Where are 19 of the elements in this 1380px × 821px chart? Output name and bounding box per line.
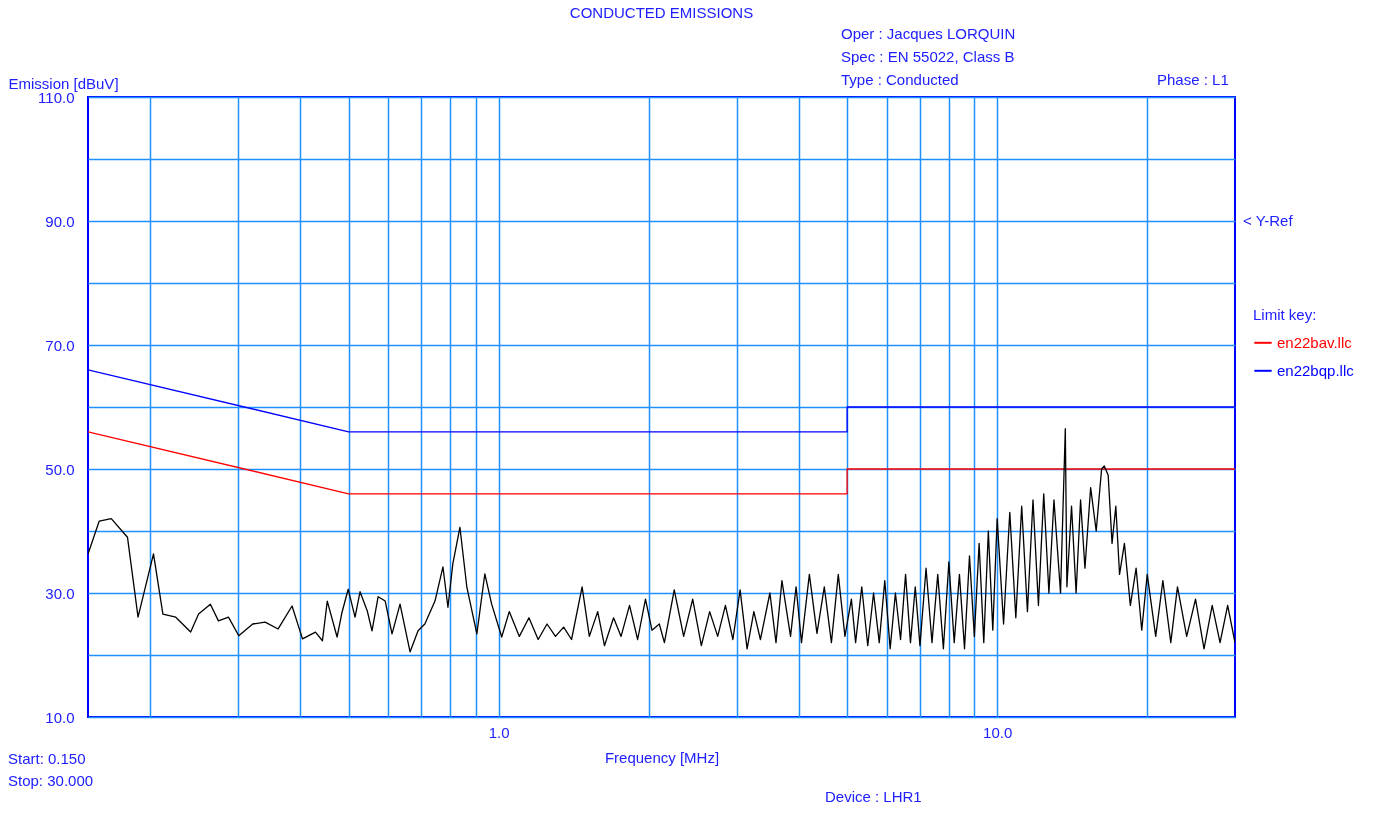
legend-label: en22bqp.llc [1277, 361, 1355, 379]
chart-title: CONDUCTED EMISSIONS [569, 4, 754, 21]
text: < Y-Ref [1243, 212, 1294, 229]
text: Stop: 30.000 [8, 772, 94, 789]
text: Start: 0.150 [8, 750, 86, 767]
text: Oper : Jacques LORQUIN [841, 25, 1016, 42]
legend-label: en22bav.llc [1277, 333, 1353, 351]
x-axis-title: Frequency [MHz] [604, 748, 720, 766]
legend-title: Limit key: [1253, 305, 1317, 323]
y-tick-label: 30.0 [45, 584, 75, 602]
x-tick-label: 1.0 [488, 723, 510, 741]
y-tick-label: 10.0 [45, 708, 75, 726]
y-tick-label: 90.0 [45, 212, 75, 230]
y-tick-label: 70.0 [45, 336, 75, 354]
text: Spec : EN 55022, Class B [841, 48, 1015, 65]
text: Device : LHR1 [825, 788, 922, 805]
text: Type : Conducted [841, 71, 959, 88]
text: Phase : L1 [1157, 71, 1229, 88]
y-tick-label: 50.0 [45, 460, 75, 478]
